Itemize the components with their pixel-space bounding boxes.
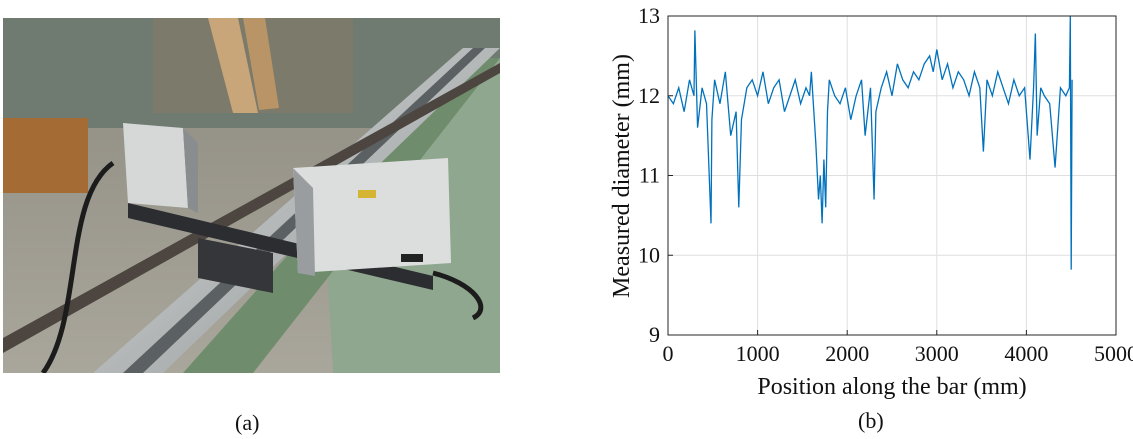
- y-tick-label: 12: [638, 83, 660, 108]
- panel-label-a: (a): [235, 410, 260, 435]
- y-tick-label: 11: [639, 163, 660, 188]
- x-tick-label: 3000: [915, 341, 959, 366]
- series-line: [667, 15, 1073, 270]
- y-axis-label: Measured diameter (mm): [609, 54, 635, 298]
- y-tick-label: 10: [638, 242, 660, 267]
- x-tick-label: 5000: [1094, 341, 1133, 366]
- x-tick-label: 1000: [736, 341, 780, 366]
- x-tick-label: 4000: [1004, 341, 1048, 366]
- x-tick-label: 2000: [825, 341, 869, 366]
- x-axis-label: Position along the bar (mm): [757, 374, 1026, 400]
- plot-frame: [667, 15, 1117, 336]
- x-tick-label: 0: [663, 341, 674, 366]
- tick-labels: 0 1000 2000 3000 4000 5000 9 10 11 12 13: [638, 3, 1133, 366]
- laser-scanner-on-rail-photo: [3, 18, 500, 373]
- y-tick-label: 9: [649, 322, 660, 347]
- diameter-line-chart: 0 1000 2000 3000 4000 5000 9 10 11 12 13 Position …: [609, 3, 1133, 400]
- y-tick-label: 13: [638, 3, 660, 28]
- panel-label-b: (b): [858, 408, 884, 433]
